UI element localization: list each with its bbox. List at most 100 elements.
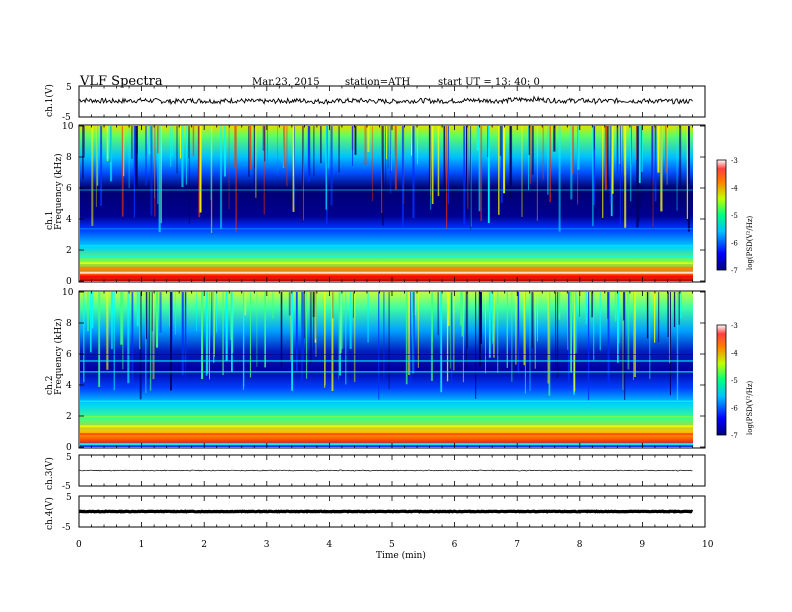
ch1-colorbar-label: log(PSD(V²/Hz) (746, 215, 754, 270)
ch1-ytick-bottom: -5 (62, 113, 71, 123)
sferic-streak (447, 126, 449, 205)
sferic-streak (558, 126, 561, 232)
sferic-streak (160, 126, 162, 224)
sferic-streak (567, 292, 570, 383)
sferic-streak (389, 126, 392, 194)
sferic-streak (364, 126, 367, 165)
emission-band (80, 371, 693, 373)
sferic-streak (249, 292, 251, 378)
sferic-streak (506, 292, 508, 368)
ch2-emission-bands (80, 354, 693, 446)
ch1-frequency-axis-label: Frequency (kHz) (53, 153, 64, 230)
sferic-streak (106, 292, 109, 370)
frequency-tick-label: 8 (66, 319, 72, 329)
colorbar-tick-label: -3 (731, 157, 738, 165)
sferic-streak (466, 126, 467, 214)
sferic-streak (451, 292, 453, 381)
sferic-streak (381, 126, 383, 213)
sferic-streak (139, 292, 141, 350)
sferic-streak (498, 126, 500, 215)
sferic-streak (575, 292, 577, 318)
sferic-streak (680, 292, 682, 319)
sferic-streak (338, 292, 340, 380)
sferic-streak (291, 292, 293, 391)
ch1-colorbar: -3 -4 -5 -6 -7 log(PSD(V²/Hz) (716, 157, 754, 275)
sferic-streak (385, 126, 387, 160)
sferic-streak (148, 126, 151, 155)
sferic-streak (633, 292, 634, 380)
sferic-streak (290, 292, 292, 361)
colorbar-tick-label: -6 (731, 240, 738, 248)
sferic-streak (391, 126, 392, 171)
sferic-streak (622, 292, 625, 321)
sferic-streak (612, 126, 614, 194)
sferic-streak (331, 292, 334, 391)
sferic-streak (394, 126, 397, 190)
ch1-ytick-top: 5 (66, 83, 72, 93)
x-tick-label: 7 (514, 540, 520, 550)
sferic-streak (263, 126, 265, 215)
sferic-streak (470, 126, 472, 227)
sferic-streak (254, 126, 256, 169)
sferic-streak (414, 292, 416, 316)
sferic-streak (87, 292, 89, 332)
sferic-streak (528, 126, 531, 155)
sferic-streak (537, 292, 538, 342)
frequency-tick-label: 4 (66, 215, 72, 225)
sferic-streak (624, 126, 626, 176)
sferic-streak (225, 292, 228, 361)
sferic-streak (631, 126, 632, 165)
sferic-streak (485, 292, 486, 374)
sferic-streak (216, 292, 217, 333)
sferic-streak (627, 292, 628, 320)
sferic-streak (509, 126, 512, 201)
sferic-streak (528, 126, 529, 191)
sferic-streak (149, 292, 152, 391)
emission-band (80, 228, 693, 230)
x-tick-label: 9 (639, 540, 645, 550)
sferic-streak (139, 292, 142, 400)
sferic-streak (188, 126, 190, 224)
sferic-streak (624, 292, 626, 400)
sferic-streak (301, 292, 303, 383)
sferic-streak (235, 126, 237, 232)
emission-band (80, 262, 693, 264)
sferic-streak (627, 292, 630, 370)
colorbar-tick-label: -3 (731, 322, 738, 330)
sferic-streak (383, 292, 385, 378)
sferic-streak (349, 292, 352, 349)
waveform-line (78, 469, 693, 472)
sferic-streak (152, 292, 155, 380)
sferic-streak (686, 126, 689, 219)
sferic-streak (157, 126, 159, 205)
sferic-streak (553, 126, 556, 152)
sferic-streak (231, 292, 233, 373)
emission-band (80, 400, 693, 402)
sferic-streak (83, 126, 85, 158)
sferic-streak (592, 126, 594, 226)
sferic-streak (123, 126, 125, 177)
sferic-streak (548, 292, 551, 396)
sferic-streak (309, 292, 312, 364)
sferic-streak (172, 292, 173, 348)
sferic-streak (248, 126, 250, 177)
sferic-streak (198, 126, 201, 218)
sferic-streak (467, 126, 469, 209)
sferic-streak (666, 126, 668, 185)
sferic-streak (480, 292, 482, 344)
sferic-streak (437, 292, 439, 336)
sferic-streak (403, 126, 405, 204)
ch1-freq-ylabel: ch.1 (45, 211, 55, 230)
ch2-colorbar-ticks: -3 -4 -5 -6 -7 (731, 322, 738, 440)
sferic-streak (181, 292, 184, 376)
sferic-streak (185, 292, 187, 379)
sferic-streak (492, 292, 494, 342)
sferic-streak (503, 126, 506, 194)
ch2-colorbar-label: log(PSD(V²/Hz) (746, 380, 754, 435)
sferic-streak (256, 292, 258, 367)
ch1-spectrogram-panel: 0 2 4 6 8 10 ch.1 Frequency (kHz) (45, 122, 706, 287)
ch4-trace (78, 509, 694, 514)
ch3-ytick-top: 5 (66, 453, 72, 463)
ch2-spectrogram-panel: 0 2 4 6 8 10 ch.2 Frequency (kHz) (45, 288, 706, 453)
sferic-streak (669, 292, 671, 396)
